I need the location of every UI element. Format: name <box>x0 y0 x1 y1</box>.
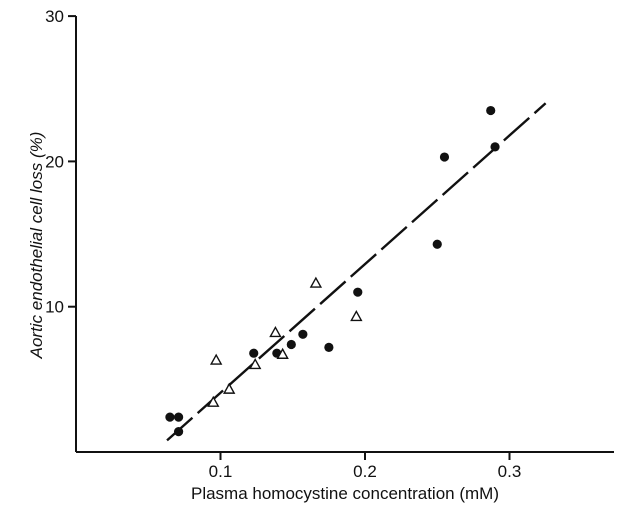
y-tick-label: 30 <box>45 7 64 26</box>
filled-circle-point <box>173 427 184 437</box>
open-triangle-point <box>248 357 262 370</box>
filled-circle-point <box>286 339 296 350</box>
open-triangle-point <box>222 382 236 394</box>
regression-line-group <box>166 102 547 442</box>
filled-circle-point <box>353 287 363 297</box>
x-tick-label: 0.3 <box>498 462 522 481</box>
filled-circle-point <box>298 329 308 339</box>
y-tick-label: 10 <box>45 298 64 317</box>
open-triangle-point <box>309 276 323 288</box>
open-triangle-point <box>269 326 282 338</box>
regression-line <box>166 102 547 442</box>
data-points <box>165 105 500 437</box>
filled-circle-point <box>490 142 500 152</box>
x-tick-label: 0.2 <box>353 462 377 481</box>
open-triangle-point <box>207 395 220 407</box>
y-axis-label: Aortic endothelial cell loss (%) <box>27 132 46 360</box>
open-triangle-point <box>276 347 289 359</box>
filled-circle-point <box>249 348 259 358</box>
filled-circle-point <box>173 412 184 422</box>
filled-circle-point <box>439 152 450 162</box>
y-tick-label: 20 <box>45 152 64 171</box>
filled-circle-point <box>486 105 496 116</box>
filled-circle-point <box>324 342 334 352</box>
open-triangle-point <box>350 310 363 322</box>
filled-circle-point <box>165 412 175 422</box>
axis-ticks: 10 20 30 0.1 0.2 0.3 <box>45 7 521 481</box>
x-tick-label: 0.1 <box>209 462 233 481</box>
x-axis-label: Plasma homocystine concentration (mM) <box>191 484 499 503</box>
filled-circle-point <box>432 239 442 249</box>
open-triangle-point <box>209 353 223 365</box>
